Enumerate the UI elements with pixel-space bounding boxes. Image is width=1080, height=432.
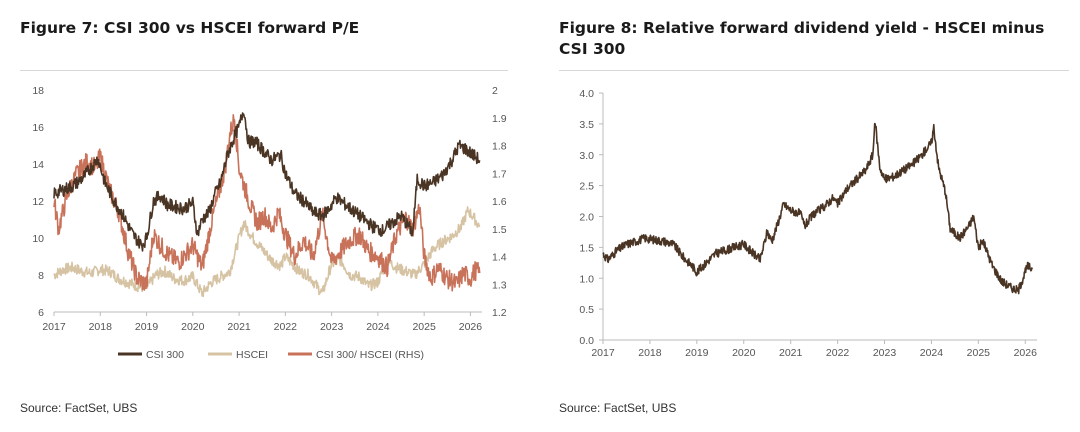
y-tick-label: 2.5 xyxy=(579,181,594,193)
y-right-tick-label: 2 xyxy=(492,85,498,97)
y-right-tick-label: 1.5 xyxy=(492,224,507,236)
x-tick-label: 2021 xyxy=(779,347,803,359)
x-tick-label: 2017 xyxy=(42,321,66,333)
y-tick-label: 1.0 xyxy=(579,273,594,285)
x-tick-label: 2021 xyxy=(227,321,251,333)
x-tick-label: 2026 xyxy=(459,321,483,333)
series-line-csi300 xyxy=(53,112,481,252)
series-line-ratio xyxy=(53,114,481,292)
x-tick-label: 2017 xyxy=(591,347,615,359)
legend-label-ratio: CSI 300/ HSCEI (RHS) xyxy=(316,349,424,361)
figure-8-source: Source: FactSet, UBS xyxy=(559,401,677,415)
y-right-tick-label: 1.7 xyxy=(492,168,507,180)
figure-8-divider xyxy=(559,70,1069,71)
y-left-tick-label: 18 xyxy=(32,85,44,97)
x-tick-label: 2026 xyxy=(1014,347,1038,359)
x-tick-label: 2020 xyxy=(732,347,756,359)
y-right-tick-label: 1.9 xyxy=(492,113,507,125)
y-right-tick-label: 1.8 xyxy=(492,141,507,153)
x-tick-label: 2024 xyxy=(920,347,944,359)
y-tick-label: 3.5 xyxy=(579,119,594,131)
x-tick-label: 2018 xyxy=(89,321,113,333)
y-right-tick-label: 1.4 xyxy=(492,252,507,264)
x-tick-label: 2023 xyxy=(873,347,897,359)
x-tick-label: 2025 xyxy=(412,321,436,333)
y-right-tick-label: 1.3 xyxy=(492,279,507,291)
y-tick-label: 4.0 xyxy=(579,88,594,100)
x-tick-label: 2025 xyxy=(967,347,991,359)
y-right-tick-label: 1.6 xyxy=(492,196,507,208)
y-tick-label: 2.0 xyxy=(579,212,594,224)
figure-8-title: Figure 8: Relative forward dividend yiel… xyxy=(559,19,1045,58)
figure-7-title: Figure 7: CSI 300 vs HSCEI forward P/E xyxy=(20,19,360,37)
legend-label-hscei: HSCEI xyxy=(236,349,268,361)
figure-8-chart: 2017 2018 2019 2020 2021 2022 2023 2024 2025 2026… xyxy=(579,88,1038,359)
legend-label-csi300: CSI 300 xyxy=(146,349,184,361)
series-line-hscei xyxy=(53,206,481,298)
x-tick-label: 2020 xyxy=(181,321,205,333)
y-left-tick-label: 14 xyxy=(32,159,44,171)
x-tick-label: 2024 xyxy=(366,321,390,333)
x-tick-label: 2023 xyxy=(320,321,344,333)
x-tick-label: 2022 xyxy=(274,321,298,333)
y-left-tick-label: 16 xyxy=(32,122,44,134)
figure-7-divider xyxy=(20,70,508,71)
y-left-tick-label: 10 xyxy=(32,233,44,245)
y-tick-label: 0.5 xyxy=(579,304,594,316)
figure-7-chart: 2017 2018 2019 2020 2021 2022 2023 2024 2025 2026… xyxy=(32,85,507,361)
figure-7-panel: Figure 7: CSI 300 vs HSCEI forward P/E 2… xyxy=(20,19,508,415)
y-tick-label: 3.0 xyxy=(579,150,594,162)
y-left-tick-label: 12 xyxy=(32,196,44,208)
figure-8-panel: Figure 8: Relative forward dividend yiel… xyxy=(540,0,1080,432)
y-left-tick-label: 6 xyxy=(38,307,44,319)
series-line-yield xyxy=(602,122,1034,295)
y-tick-label: 0.0 xyxy=(579,335,594,347)
x-tick-label: 2018 xyxy=(638,347,662,359)
x-tick-label: 2019 xyxy=(135,321,159,333)
figure-7-source: Source: FactSet, UBS xyxy=(20,401,138,415)
y-tick-label: 1.5 xyxy=(579,242,594,254)
y-right-tick-label: 1.2 xyxy=(492,307,507,319)
y-left-tick-label: 8 xyxy=(38,270,44,282)
x-tick-label: 2022 xyxy=(826,347,850,359)
x-tick-label: 2019 xyxy=(685,347,709,359)
